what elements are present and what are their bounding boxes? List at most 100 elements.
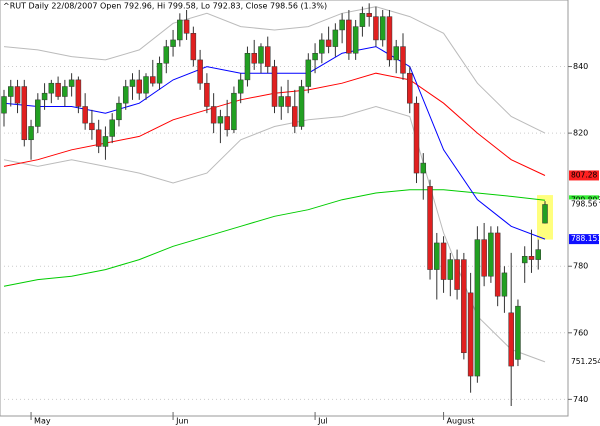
indicator-line <box>3 6 546 134</box>
candle-body <box>109 119 115 137</box>
candle-body <box>515 305 521 360</box>
candle-body <box>467 292 474 377</box>
candle-body <box>535 249 541 260</box>
candle-body <box>116 102 122 121</box>
y-tick-label: 760 <box>573 328 588 337</box>
candle-body <box>41 92 48 101</box>
candle-body <box>413 102 420 174</box>
candle-body <box>427 186 433 270</box>
y-tick-label: 780 <box>573 262 588 271</box>
candle-body <box>373 16 379 41</box>
candle-body <box>393 46 399 61</box>
candle-body <box>501 272 508 297</box>
candle-body <box>278 96 285 107</box>
candle-body <box>481 239 487 277</box>
price-label-box <box>569 0 599 4</box>
candle-body <box>312 52 318 61</box>
candle-body <box>190 33 197 61</box>
candle-body <box>75 79 82 107</box>
candle-body <box>204 82 210 107</box>
candle-body <box>298 86 305 127</box>
candle-body <box>366 13 372 17</box>
candle-body <box>89 122 95 131</box>
candle-body <box>244 52 251 81</box>
candle-body <box>210 106 217 124</box>
chart-title: ^RUT Daily 22/08/2007 Open 792.96, Hi 79… <box>3 2 327 11</box>
candle-body <box>183 19 190 34</box>
candle-body <box>352 26 359 54</box>
x-tick-label: Jun <box>175 417 189 426</box>
candle-body <box>95 129 102 147</box>
candle-body <box>434 242 440 270</box>
candle-body <box>143 76 149 94</box>
candle-body <box>55 82 61 97</box>
candle-body <box>217 116 224 124</box>
candle-body <box>224 116 230 131</box>
candle-body <box>379 16 386 41</box>
x-tick-label: Jul <box>317 417 328 426</box>
candle-body <box>68 79 75 87</box>
price-label-box <box>569 199 599 210</box>
y-tick-label: 740 <box>573 395 588 404</box>
candle-body <box>82 106 88 124</box>
indicator-line <box>3 189 546 287</box>
candle-body <box>48 82 55 94</box>
price-label-box <box>569 356 599 367</box>
candle-body <box>1 96 7 114</box>
candle-body <box>494 232 501 297</box>
candle-body <box>407 72 413 104</box>
price-label-box <box>569 234 599 245</box>
candle-body <box>129 79 136 87</box>
y-tick-label: 820 <box>573 129 588 138</box>
x-tick-label: August <box>447 417 475 426</box>
candle-body <box>14 86 21 104</box>
candle-body <box>454 259 460 290</box>
candle-body <box>359 13 366 27</box>
candle-body <box>292 106 298 127</box>
candle-body <box>542 204 548 224</box>
x-tick-label: May <box>34 417 51 426</box>
candle-body <box>170 39 176 47</box>
candle-body <box>461 259 467 354</box>
candle-body <box>271 66 278 107</box>
candle-body <box>251 52 257 64</box>
candle-body <box>400 46 406 74</box>
price-label: 788.151 <box>571 234 600 243</box>
candle-body <box>528 256 535 260</box>
candle-body <box>305 59 312 87</box>
candle-body <box>508 312 514 367</box>
candle-body <box>156 62 163 84</box>
price-label: 798.56 <box>571 199 597 208</box>
candle-body <box>122 86 129 104</box>
candle-body <box>440 242 447 280</box>
candle-body <box>447 259 454 280</box>
candle-body <box>325 39 332 47</box>
candle-body <box>521 256 528 264</box>
candle-body <box>474 239 481 377</box>
y-tick-label: 840 <box>573 62 588 71</box>
candle-body <box>231 92 237 131</box>
candle-body <box>346 19 352 54</box>
price-label-box <box>569 170 599 181</box>
candle-body <box>35 99 41 127</box>
candle-body <box>339 19 345 31</box>
candle-body <box>237 79 244 94</box>
candle-body <box>177 19 183 41</box>
candle-body <box>332 29 339 47</box>
candle-body <box>102 136 109 147</box>
plot-area <box>0 0 569 417</box>
price-label: 860.57 <box>571 0 597 2</box>
candle-body <box>420 162 427 174</box>
candle-body <box>62 86 68 97</box>
candle-body <box>150 76 156 84</box>
candle-body <box>163 46 170 64</box>
candle-body <box>258 46 264 64</box>
candle-body <box>21 86 28 141</box>
candle-body <box>386 16 393 61</box>
candle-body <box>488 232 494 277</box>
price-label: 807.28 <box>571 170 597 179</box>
candle-body <box>197 59 203 84</box>
candle-body <box>285 96 291 107</box>
candle-body <box>264 46 271 67</box>
